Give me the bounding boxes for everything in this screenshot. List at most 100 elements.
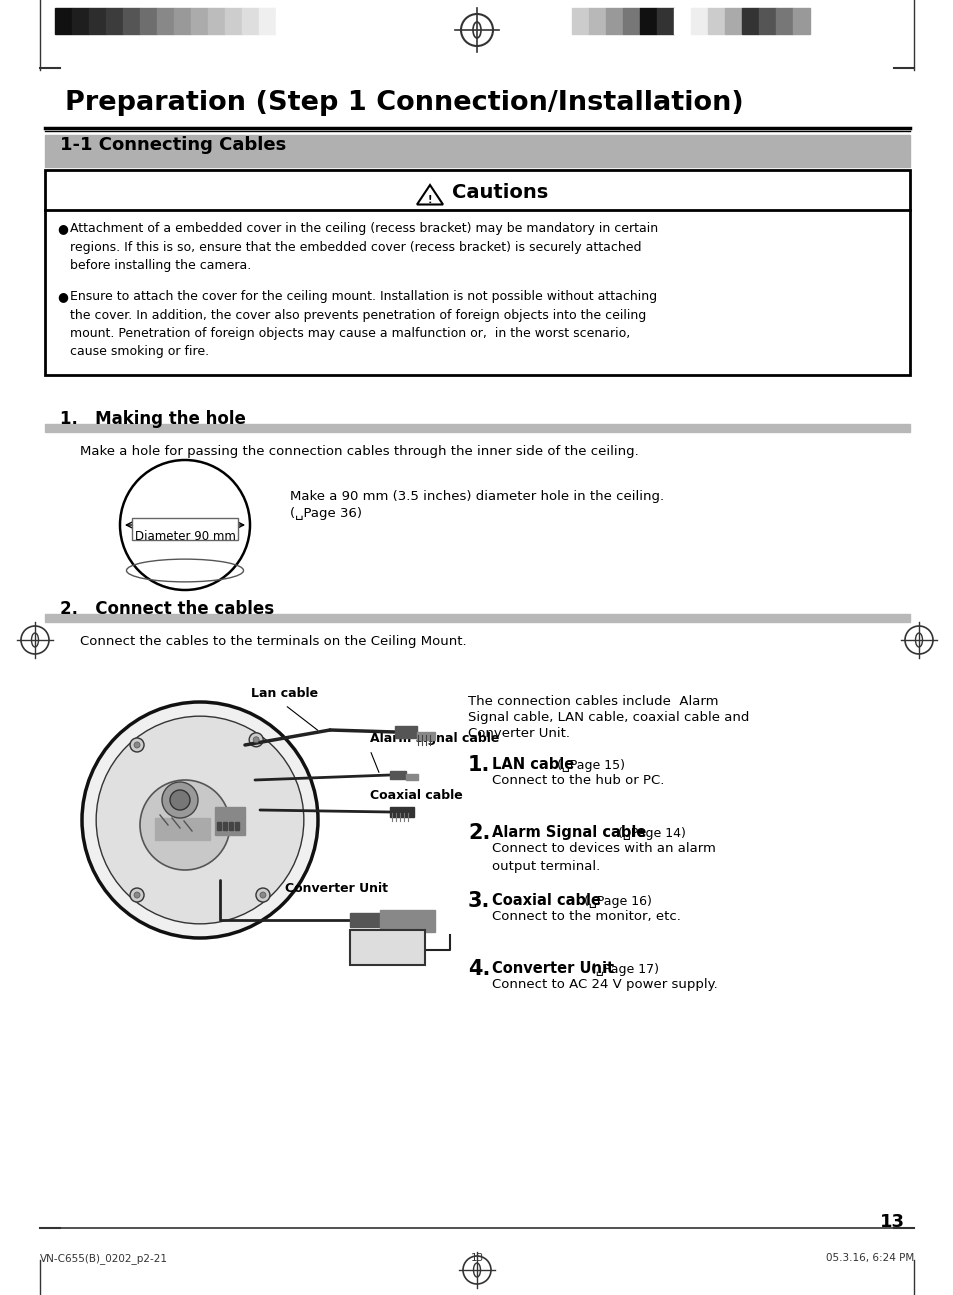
Bar — [605, 8, 622, 34]
Bar — [395, 726, 416, 738]
Circle shape — [134, 892, 140, 897]
Text: 05.3.16, 6:24 PM: 05.3.16, 6:24 PM — [825, 1254, 913, 1263]
Bar — [225, 8, 242, 34]
Text: Connect the cables to the terminals on the Ceiling Mount.: Connect the cables to the terminals on t… — [80, 635, 466, 648]
Bar — [157, 8, 173, 34]
Bar — [775, 8, 792, 34]
Text: Coaxial cable: Coaxial cable — [370, 789, 462, 802]
Text: (␣Page 36): (␣Page 36) — [290, 508, 361, 521]
Text: Lan cable: Lan cable — [252, 688, 318, 701]
Text: !: ! — [427, 196, 432, 205]
Text: Cautions: Cautions — [452, 183, 548, 202]
Text: Attachment of a embedded cover in the ceiling (recess bracket) may be mandatory : Attachment of a embedded cover in the ce… — [70, 221, 658, 272]
Bar — [45, 423, 909, 433]
Text: Connect to the monitor, etc.: Connect to the monitor, etc. — [492, 910, 680, 923]
Text: Alarm Signal cable: Alarm Signal cable — [492, 825, 646, 840]
Text: 13: 13 — [470, 1254, 483, 1263]
Bar — [690, 8, 707, 34]
Bar — [622, 8, 639, 34]
Text: The connection cables include  Alarm: The connection cables include Alarm — [468, 695, 718, 708]
Text: Converter Unit: Converter Unit — [285, 882, 388, 895]
Bar — [379, 910, 435, 932]
Text: LAN cable: LAN cable — [492, 758, 574, 772]
Circle shape — [259, 892, 266, 897]
Text: Preparation (Step 1 Connection/Installation): Preparation (Step 1 Connection/Installat… — [65, 89, 743, 117]
Bar — [123, 8, 140, 34]
Bar — [106, 8, 123, 34]
Bar — [140, 8, 157, 34]
Circle shape — [170, 790, 190, 809]
Bar — [724, 8, 741, 34]
Bar — [55, 8, 71, 34]
Bar — [588, 8, 605, 34]
Bar — [216, 822, 221, 830]
Text: Diameter 90 mm: Diameter 90 mm — [134, 530, 235, 543]
Bar — [275, 8, 293, 34]
Bar — [406, 774, 417, 780]
Text: Coaxial cable: Coaxial cable — [492, 894, 600, 908]
Text: Ensure to attach the cover for the ceiling mount. Installation is not possible w: Ensure to attach the cover for the ceili… — [70, 290, 657, 359]
Text: (␣Page 17): (␣Page 17) — [587, 963, 659, 976]
Bar — [242, 8, 258, 34]
Text: Converter Unit.: Converter Unit. — [468, 726, 569, 739]
Circle shape — [96, 716, 303, 923]
Bar — [173, 8, 191, 34]
Bar — [657, 8, 673, 34]
Bar — [71, 8, 89, 34]
Text: Make a 90 mm (3.5 inches) diameter hole in the ceiling.: Make a 90 mm (3.5 inches) diameter hole … — [290, 490, 663, 502]
Bar — [89, 8, 106, 34]
Circle shape — [140, 780, 230, 870]
Bar — [223, 822, 227, 830]
FancyBboxPatch shape — [132, 518, 237, 540]
Text: Connect to AC 24 V power supply.: Connect to AC 24 V power supply. — [492, 978, 717, 991]
Circle shape — [130, 888, 144, 903]
Bar — [350, 913, 379, 927]
Text: 1.   Making the hole: 1. Making the hole — [60, 411, 246, 429]
Text: 13: 13 — [879, 1213, 904, 1232]
Circle shape — [130, 738, 144, 752]
Bar — [416, 732, 435, 739]
Bar — [741, 8, 759, 34]
Circle shape — [253, 737, 259, 743]
Bar — [258, 8, 275, 34]
Circle shape — [134, 742, 140, 749]
Bar — [707, 8, 724, 34]
Bar — [673, 8, 690, 34]
Text: (␣Page 16): (␣Page 16) — [579, 895, 652, 908]
Bar — [572, 8, 588, 34]
Text: (␣Page 14): (␣Page 14) — [614, 828, 685, 840]
Text: Alarm signal cable: Alarm signal cable — [370, 732, 498, 745]
Text: ●: ● — [57, 290, 68, 303]
Text: Signal cable, LAN cable, coaxial cable and: Signal cable, LAN cable, coaxial cable a… — [468, 711, 749, 724]
Circle shape — [249, 733, 263, 747]
Bar — [154, 818, 210, 840]
Circle shape — [82, 702, 317, 938]
Bar — [214, 807, 245, 835]
Bar — [234, 822, 239, 830]
Text: 4.: 4. — [468, 960, 490, 979]
Bar — [45, 614, 909, 622]
Bar — [208, 8, 225, 34]
Bar — [45, 170, 909, 376]
Bar — [390, 807, 414, 817]
Bar — [350, 930, 424, 965]
Text: Connect to devices with an alarm
output terminal.: Connect to devices with an alarm output … — [492, 842, 715, 873]
Text: Connect to the hub or PC.: Connect to the hub or PC. — [492, 774, 663, 787]
Text: Make a hole for passing the connection cables through the inner side of the ceil: Make a hole for passing the connection c… — [80, 445, 639, 458]
Bar — [45, 135, 909, 167]
Bar — [390, 771, 406, 780]
Circle shape — [162, 782, 198, 818]
Bar — [639, 8, 657, 34]
Text: ●: ● — [57, 221, 68, 234]
Circle shape — [255, 888, 270, 903]
Bar — [759, 8, 775, 34]
Text: Converter Unit: Converter Unit — [492, 961, 614, 976]
Text: 2.   Connect the cables: 2. Connect the cables — [60, 600, 274, 618]
Text: 3.: 3. — [468, 891, 490, 910]
Text: 1.: 1. — [468, 755, 490, 774]
Bar — [792, 8, 809, 34]
Text: 2.: 2. — [468, 824, 490, 843]
Bar — [191, 8, 208, 34]
Text: 1-1 Connecting Cables: 1-1 Connecting Cables — [60, 136, 286, 154]
Bar — [229, 822, 233, 830]
